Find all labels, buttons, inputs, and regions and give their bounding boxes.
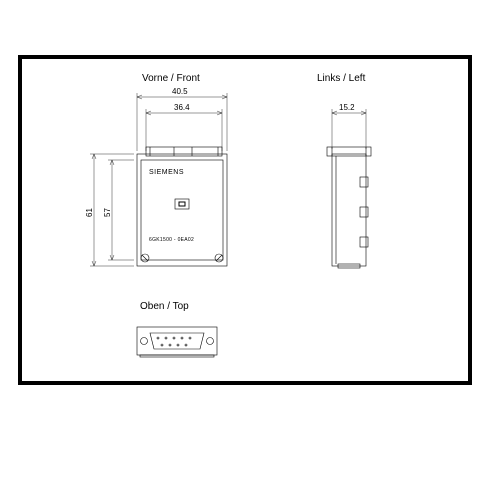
drawing-frame: Vorne / Front Links / Left Oben / Top [18, 55, 472, 385]
top-view [22, 59, 468, 381]
